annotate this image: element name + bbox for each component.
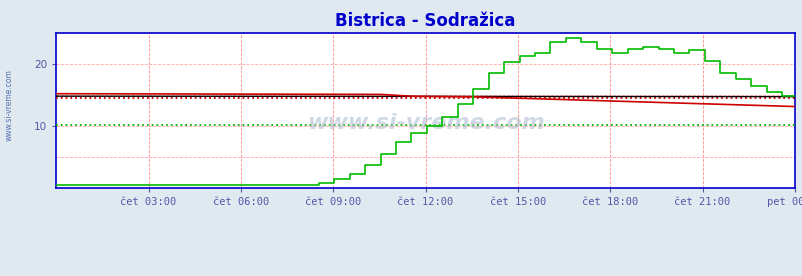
Text: www.si-vreme.com: www.si-vreme.com — [5, 69, 14, 141]
Text: www.si-vreme.com: www.si-vreme.com — [306, 113, 544, 133]
Title: Bistrica - Sodražica: Bistrica - Sodražica — [335, 12, 515, 30]
